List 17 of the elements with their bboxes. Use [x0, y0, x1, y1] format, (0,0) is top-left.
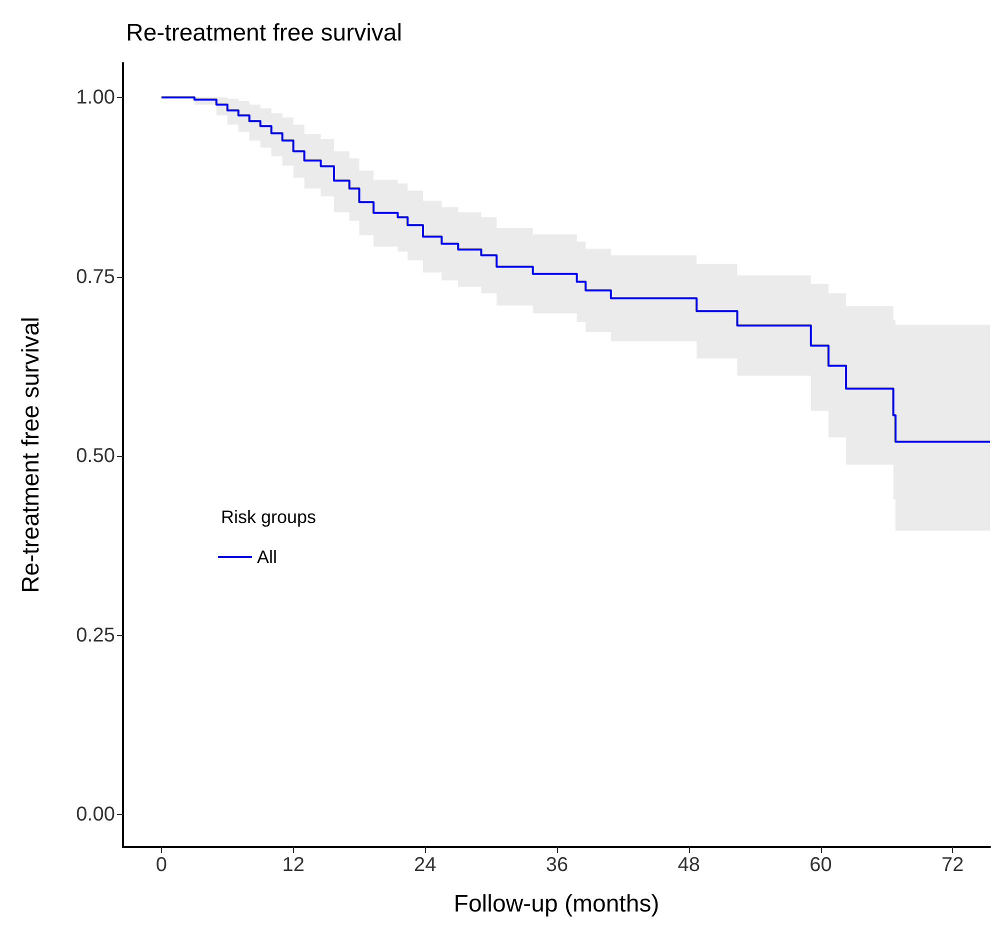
x-tick-label: 36: [546, 854, 568, 876]
x-tick-label: 48: [678, 854, 700, 876]
legend-title: Risk groups: [221, 507, 316, 527]
x-tick-label: 12: [282, 854, 304, 876]
x-tick-label: 60: [810, 854, 832, 876]
x-tick-label: 72: [942, 854, 964, 876]
x-axis-title: Follow-up (months): [454, 890, 660, 918]
y-tick-label: 0.50: [76, 445, 115, 468]
y-tick-label: 0.25: [76, 624, 115, 646]
chart-title: Re-treatment free survival: [126, 20, 402, 46]
y-tick-label: 0.00: [76, 804, 115, 826]
x-tick-label: 24: [414, 854, 436, 876]
y-axis-title: Re-treatment free survival: [18, 316, 44, 594]
legend-label: All: [257, 547, 278, 567]
x-tick-label: 0: [156, 854, 168, 876]
y-tick-label: 1.00: [76, 86, 115, 108]
y-tick-label: 0.75: [76, 266, 115, 288]
